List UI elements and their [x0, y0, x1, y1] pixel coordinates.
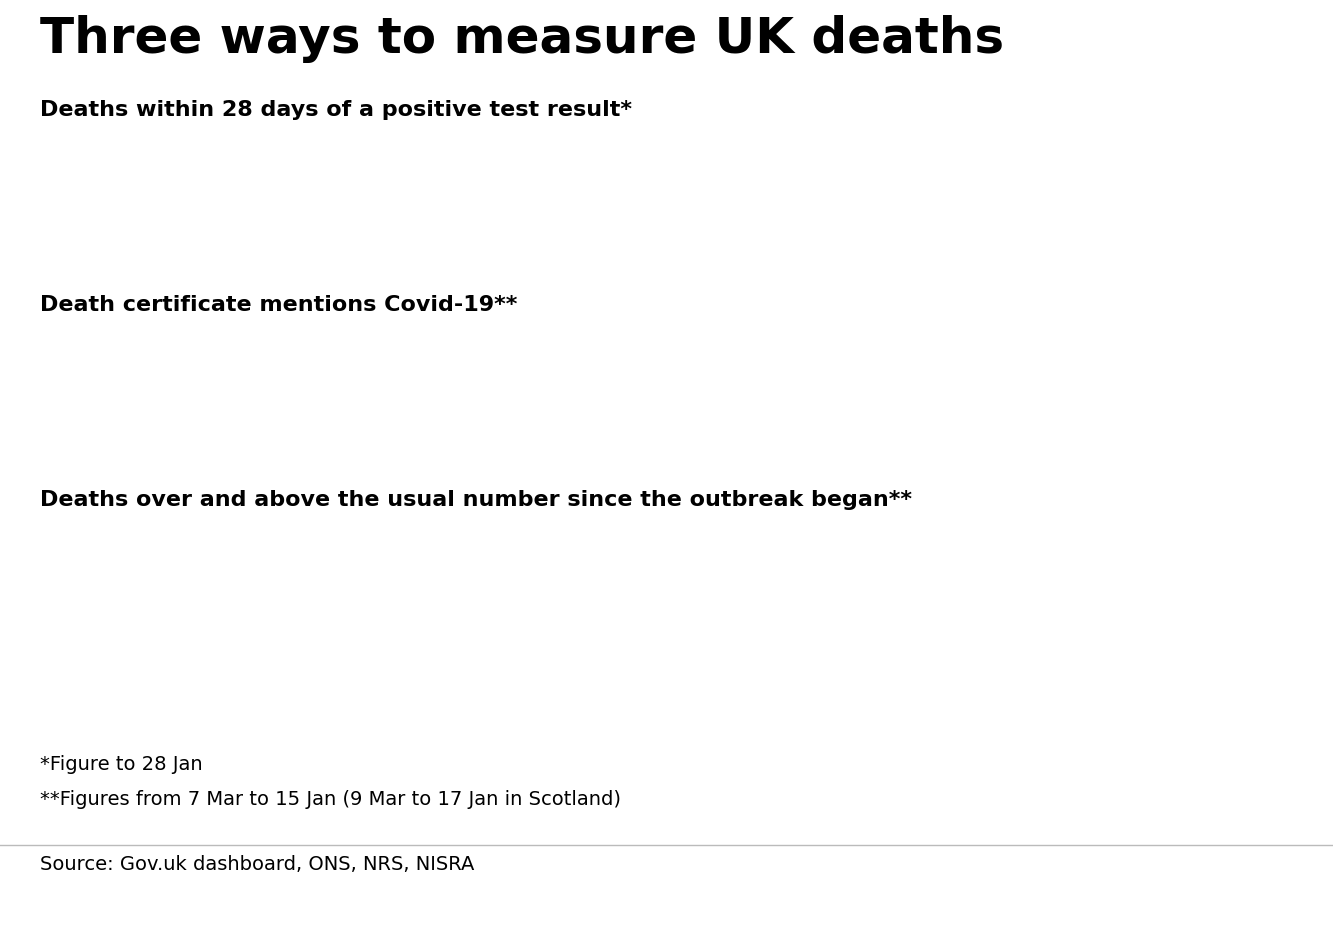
Text: *Figure to 28 Jan: *Figure to 28 Jan [40, 755, 203, 774]
Text: 103,602: 103,602 [977, 357, 1281, 423]
Text: Deaths over and above the usual number since the outbreak began**: Deaths over and above the usual number s… [40, 490, 912, 510]
Text: Three ways to measure UK deaths: Three ways to measure UK deaths [40, 15, 1004, 63]
Text: Death certificate mentions Covid-19**: Death certificate mentions Covid-19** [40, 295, 517, 315]
Text: 104,371: 104,371 [977, 162, 1281, 228]
Text: **Figures from 7 Mar to 15 Jan (9 Mar to 17 Jan in Scotland): **Figures from 7 Mar to 15 Jan (9 Mar to… [40, 790, 621, 809]
Text: Deaths within 28 days of a positive test result*: Deaths within 28 days of a positive test… [40, 100, 632, 120]
Text: Source: Gov.uk dashboard, ONS, NRS, NISRA: Source: Gov.uk dashboard, ONS, NRS, NISR… [40, 855, 475, 874]
Text: BBC: BBC [1232, 878, 1282, 898]
Text: 99,211: 99,211 [1024, 559, 1281, 626]
